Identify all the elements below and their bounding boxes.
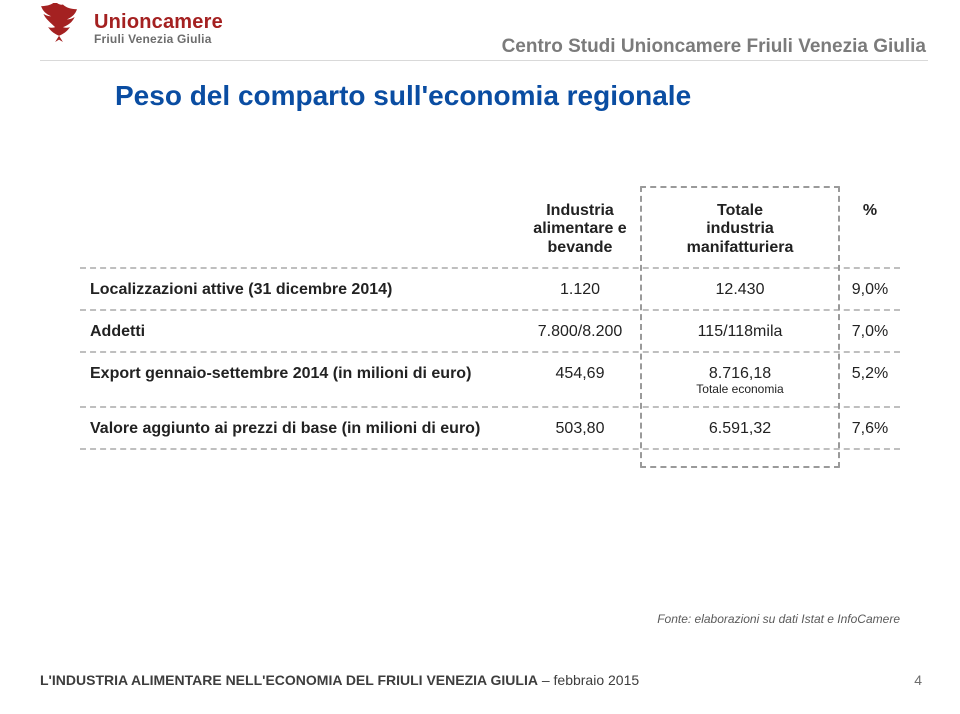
row-val-a: 1.120 (510, 269, 650, 309)
header-b-l3: manifatturiera (687, 239, 794, 257)
page-number: 4 (914, 672, 922, 688)
logo-line1: Unioncamere (94, 12, 223, 33)
header-b-l1: Totale (717, 202, 763, 220)
header-b-l2: industria (706, 220, 774, 238)
footer-bold: L'INDUSTRIA ALIMENTARE NELL'ECONOMIA DEL… (40, 672, 538, 688)
header-col-c: % (830, 190, 910, 267)
source-note: Fonte: elaborazioni su dati Istat e Info… (657, 612, 900, 626)
table-row: Export gennaio-settembre 2014 (in milion… (80, 353, 900, 408)
row-val-a: 454,69 (510, 353, 650, 406)
table-row: Addetti 7.800/8.200 115/118mila 7,0% (80, 311, 900, 353)
data-table: Industria alimentare e bevande Totale in… (80, 190, 900, 450)
slide-title: Peso del comparto sull'economia regional… (115, 80, 691, 112)
row-val-b-sub: Totale economia (696, 383, 783, 396)
row-val-a: 7.800/8.200 (510, 311, 650, 351)
header-a-l1: Industria (546, 202, 614, 220)
row-val-c: 5,2% (830, 353, 910, 406)
row-val-b-main: 8.716,18 (709, 365, 771, 383)
row-label: Export gennaio-settembre 2014 (in milion… (80, 353, 510, 406)
header-col-b: Totale industria manifatturiera (650, 190, 830, 267)
footer-tail: – febbraio 2015 (538, 672, 639, 688)
slide: Unioncamere Friuli Venezia Giulia Centro… (0, 0, 960, 714)
row-val-c: 7,6% (830, 408, 910, 448)
row-val-b: 115/118mila (650, 311, 830, 351)
footer-title: L'INDUSTRIA ALIMENTARE NELL'ECONOMIA DEL… (40, 672, 639, 688)
table-row: Valore aggiunto ai prezzi di base (in mi… (80, 408, 900, 450)
row-val-b: 8.716,18 Totale economia (650, 353, 830, 406)
table-row: Localizzazioni attive (31 dicembre 2014)… (80, 269, 900, 311)
header-rule (40, 60, 928, 61)
eagle-icon (40, 3, 86, 55)
center-study-header: Centro Studi Unioncamere Friuli Venezia … (502, 36, 926, 58)
logo-line2: Friuli Venezia Giulia (94, 33, 223, 46)
row-val-b: 6.591,32 (650, 408, 830, 448)
header-a-l2: alimentare e (533, 220, 626, 238)
brand-logo: Unioncamere Friuli Venezia Giulia (40, 4, 280, 54)
header-col-a: Industria alimentare e bevande (510, 190, 650, 267)
header-empty (80, 190, 510, 267)
row-val-a: 503,80 (510, 408, 650, 448)
row-val-b: 12.430 (650, 269, 830, 309)
row-label: Addetti (80, 311, 510, 351)
table-header-row: Industria alimentare e bevande Totale in… (80, 190, 900, 269)
row-label: Valore aggiunto ai prezzi di base (in mi… (80, 408, 510, 448)
row-label: Localizzazioni attive (31 dicembre 2014) (80, 269, 510, 309)
row-val-c: 7,0% (830, 311, 910, 351)
header-a-l3: bevande (548, 239, 613, 257)
row-val-c: 9,0% (830, 269, 910, 309)
